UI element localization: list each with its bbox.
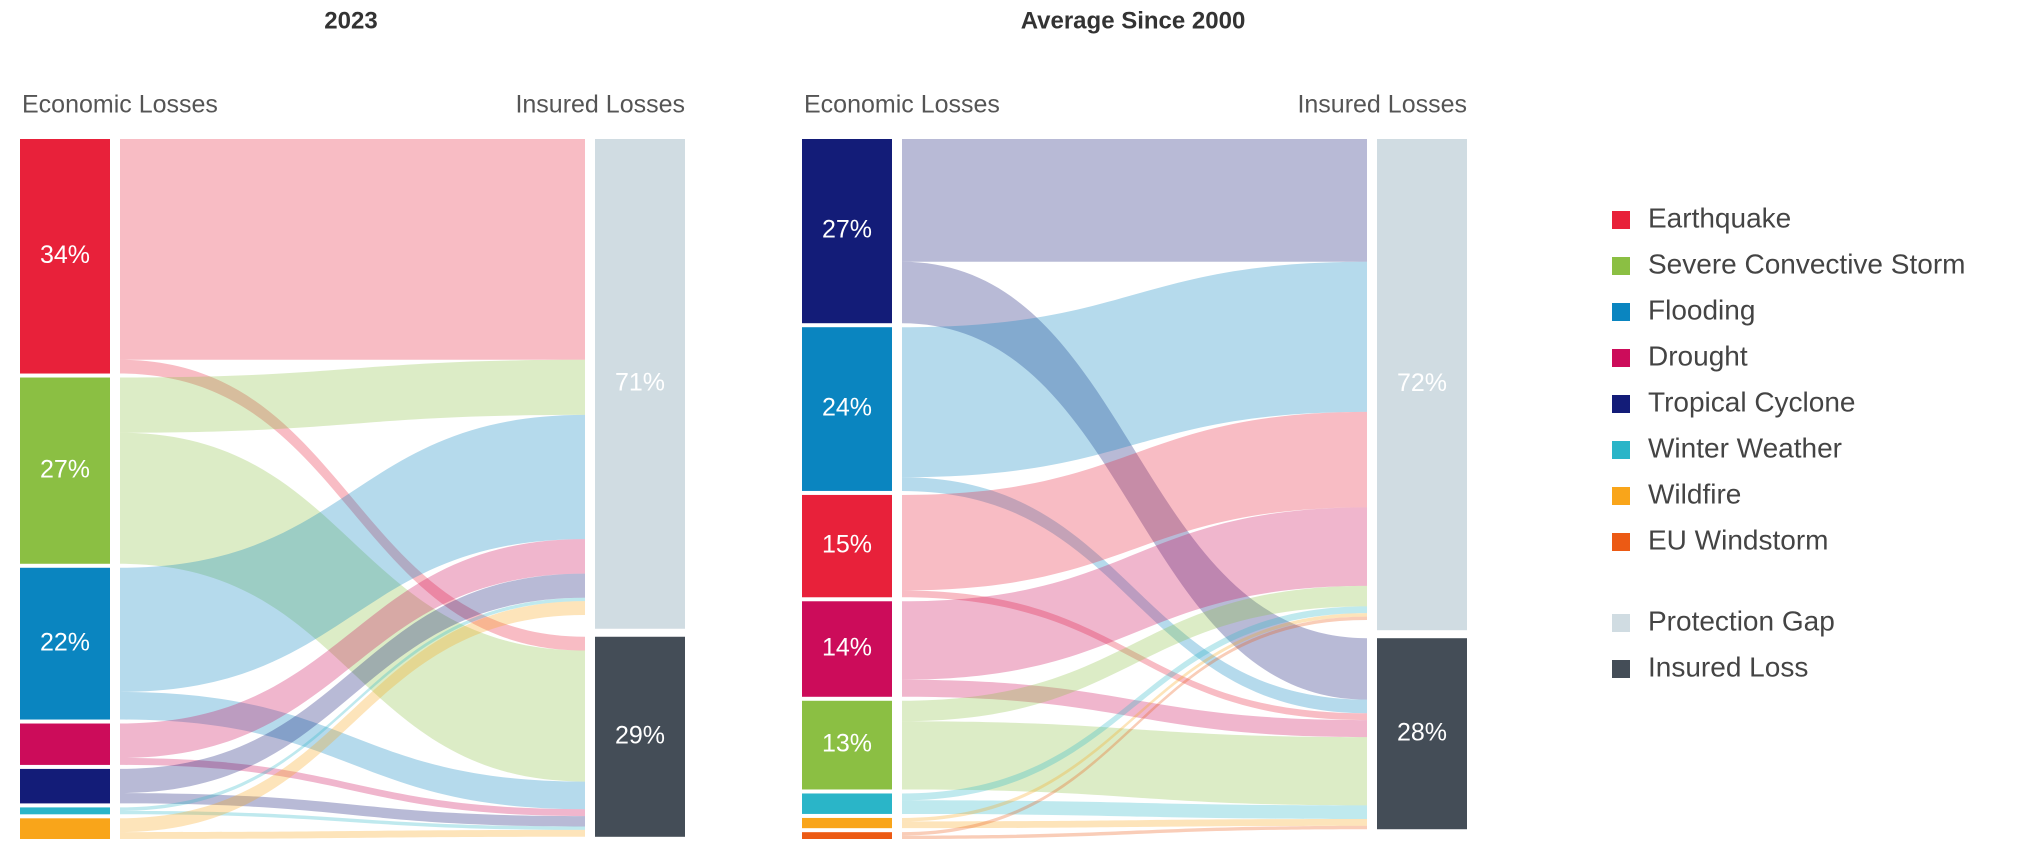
source-node bbox=[802, 601, 892, 697]
flow bbox=[902, 477, 1367, 714]
source-value-label: 24% bbox=[822, 394, 872, 422]
target-label-value: 71% bbox=[615, 368, 665, 396]
chart-title: Average Since 2000 bbox=[1021, 7, 1246, 34]
flow bbox=[120, 691, 585, 810]
flow bbox=[902, 721, 1367, 806]
flow bbox=[902, 261, 1367, 700]
legend-swatch bbox=[1612, 441, 1630, 459]
source-value-label: 27% bbox=[40, 455, 90, 483]
flow bbox=[902, 613, 1367, 822]
source-node bbox=[802, 700, 892, 790]
flow bbox=[120, 414, 585, 692]
target-label-value: 28% bbox=[1397, 718, 1447, 746]
source-node bbox=[20, 807, 110, 815]
flow bbox=[120, 539, 585, 759]
source-node bbox=[802, 327, 892, 491]
legend-swatch bbox=[1612, 395, 1630, 413]
legend-swatch bbox=[1612, 257, 1630, 275]
source-label: Economic Losses bbox=[22, 91, 218, 119]
legend-swatch bbox=[1612, 211, 1630, 229]
legend-label: Tropical Cyclone bbox=[1648, 386, 1855, 417]
source-node bbox=[20, 768, 110, 804]
legend-label: Wildfire bbox=[1648, 478, 1741, 509]
flow bbox=[120, 758, 585, 817]
flow bbox=[902, 590, 1367, 721]
legend-label: Insured Loss bbox=[1648, 651, 1808, 682]
legend-label: Drought bbox=[1648, 340, 1748, 371]
source-value-label: 22% bbox=[40, 628, 90, 656]
legend-swatch bbox=[1612, 660, 1630, 678]
source-node bbox=[20, 818, 110, 839]
source-value-label: 27% bbox=[822, 216, 872, 244]
source-node bbox=[802, 494, 892, 598]
source-node bbox=[20, 139, 110, 374]
flow bbox=[120, 793, 585, 827]
flow bbox=[120, 597, 585, 811]
source-node bbox=[20, 723, 110, 765]
flow bbox=[902, 585, 1367, 722]
source-node bbox=[802, 139, 892, 324]
source-node bbox=[20, 377, 110, 564]
flow bbox=[902, 616, 1367, 836]
target-label-value: 29% bbox=[615, 721, 665, 749]
legend-swatch bbox=[1612, 303, 1630, 321]
source-value-label: 15% bbox=[822, 531, 872, 559]
source-node bbox=[20, 567, 110, 720]
flow bbox=[120, 810, 585, 830]
flow bbox=[902, 800, 1367, 819]
source-node bbox=[802, 793, 892, 814]
flow bbox=[120, 139, 585, 360]
target-label: Insured Losses bbox=[515, 91, 685, 119]
legend-swatch bbox=[1612, 349, 1630, 367]
flow bbox=[120, 432, 585, 782]
legend-label: Winter Weather bbox=[1648, 432, 1842, 463]
flow bbox=[902, 411, 1367, 591]
target-node bbox=[595, 139, 685, 629]
flow bbox=[120, 601, 585, 833]
legend-label: Protection Gap bbox=[1648, 605, 1835, 636]
target-node bbox=[1377, 638, 1467, 830]
target-label-value: 72% bbox=[1397, 369, 1447, 397]
flow bbox=[902, 507, 1367, 680]
flow bbox=[902, 261, 1367, 478]
source-value-label: 34% bbox=[40, 241, 90, 269]
legend-label: Earthquake bbox=[1648, 202, 1791, 233]
flow bbox=[902, 139, 1367, 262]
flow bbox=[120, 359, 585, 433]
flow bbox=[120, 573, 585, 794]
chart-title: 2023 bbox=[324, 7, 377, 34]
source-label: Economic Losses bbox=[804, 91, 1000, 119]
source-value-label: 13% bbox=[822, 730, 872, 758]
legend-label: Flooding bbox=[1648, 294, 1755, 325]
source-value-label: 14% bbox=[822, 634, 872, 662]
legend-label: EU Windstorm bbox=[1648, 524, 1828, 555]
target-node bbox=[595, 636, 685, 837]
flow bbox=[120, 829, 585, 839]
legend-swatch bbox=[1612, 487, 1630, 505]
source-node bbox=[802, 817, 892, 829]
flow bbox=[902, 606, 1367, 801]
flow bbox=[902, 819, 1367, 829]
flow bbox=[120, 359, 585, 651]
flow bbox=[902, 825, 1367, 839]
target-label: Insured Losses bbox=[1297, 91, 1467, 119]
legend-swatch bbox=[1612, 614, 1630, 632]
flow bbox=[902, 679, 1367, 738]
legend-label: Severe Convective Storm bbox=[1648, 248, 1965, 279]
source-node bbox=[802, 832, 892, 839]
target-node bbox=[1377, 139, 1467, 631]
legend-swatch bbox=[1612, 533, 1630, 551]
